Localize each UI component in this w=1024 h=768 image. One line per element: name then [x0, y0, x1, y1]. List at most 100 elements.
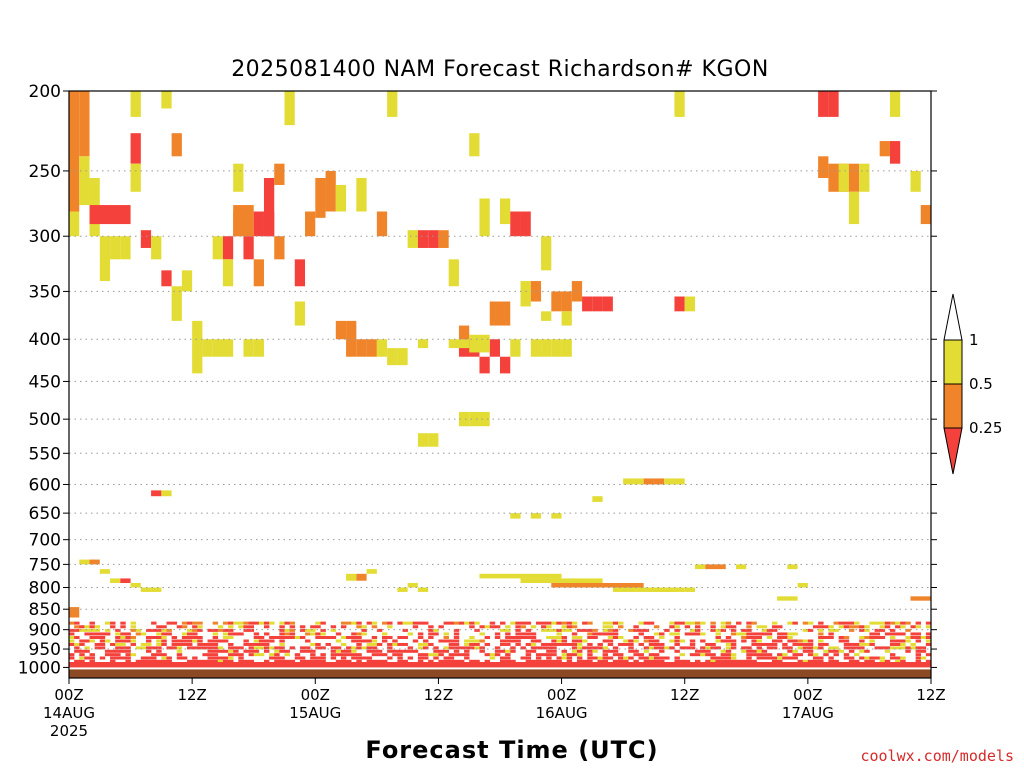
heatmap-cell [643, 646, 650, 650]
heatmap-cell [812, 646, 819, 650]
heatmap-cell [736, 621, 742, 625]
heatmap-cell [576, 642, 583, 646]
heatmap-cell [417, 646, 424, 650]
heatmap-cell [741, 628, 747, 632]
heatmap-cell [823, 625, 829, 629]
heatmap-cell [161, 632, 167, 636]
y-tick-label: 350 [29, 282, 61, 302]
heatmap-cell [679, 639, 686, 643]
heatmap-cell [120, 621, 126, 625]
heatmap-cell [356, 621, 362, 625]
heatmap-cell [602, 656, 609, 660]
heatmap-cell [561, 311, 572, 326]
heatmap-cell [151, 656, 157, 660]
heatmap-cell [895, 642, 901, 646]
heatmap-cell [187, 639, 193, 643]
heatmap-cell [582, 621, 588, 625]
heatmap-cell [217, 649, 224, 653]
heatmap-cell [751, 653, 757, 657]
heatmap-cell [464, 649, 470, 653]
heatmap-cell [771, 659, 778, 663]
heatmap-cell [351, 646, 357, 650]
heatmap-cell [576, 639, 583, 643]
heatmap-cell [330, 635, 337, 639]
heatmap-cell [130, 621, 137, 625]
heatmap-cell [217, 639, 224, 643]
heatmap-cell [669, 639, 675, 643]
heatmap-cell [392, 642, 398, 646]
heatmap-cell [187, 635, 193, 639]
heatmap-cell [104, 628, 111, 632]
heatmap-cell [869, 642, 875, 646]
heatmap-cell [874, 635, 880, 639]
heatmap-cell [505, 632, 511, 636]
heatmap-cell [248, 621, 255, 625]
heatmap-cell [151, 621, 157, 625]
heatmap-cell [417, 653, 424, 657]
heatmap-cell [659, 646, 665, 650]
heatmap-cell [207, 653, 213, 657]
heatmap-cell [320, 653, 326, 657]
heatmap-cell [792, 653, 798, 657]
heatmap-cell [125, 646, 131, 650]
heatmap-cell [222, 236, 234, 260]
heatmap-cell [310, 659, 316, 663]
heatmap-cell [551, 642, 557, 646]
heatmap-cell [782, 635, 788, 639]
heatmap-cell [156, 642, 162, 646]
heatmap-cell [130, 91, 141, 117]
heatmap-cell [207, 646, 213, 650]
heatmap-cell [458, 646, 465, 650]
heatmap-cell [89, 656, 95, 660]
credit-link[interactable]: coolwx.com/models [860, 747, 1014, 765]
heatmap-cell [376, 659, 383, 663]
heatmap-cell [833, 628, 839, 632]
heatmap-cell [777, 639, 783, 643]
heatmap-cell [135, 632, 142, 636]
heatmap-cell [689, 632, 696, 636]
heatmap-cell [659, 649, 665, 653]
heatmap-cell [125, 632, 131, 636]
heatmap-cell [433, 656, 439, 660]
heatmap-cell [777, 659, 783, 663]
heatmap-cell [207, 659, 213, 663]
heatmap-cell [423, 642, 429, 646]
heatmap-cell [376, 653, 383, 657]
heatmap-cell [674, 639, 680, 643]
heatmap-cell [766, 628, 773, 632]
heatmap-cell [412, 621, 419, 625]
heatmap-cell [889, 632, 896, 636]
heatmap-cell [387, 656, 393, 660]
heatmap-cell [217, 628, 224, 632]
heatmap-cell [710, 646, 716, 650]
heatmap-cell [192, 659, 198, 663]
heatmap-cell [145, 635, 152, 639]
heatmap-cell [884, 646, 891, 650]
heatmap-cell [428, 653, 434, 657]
heatmap-cell [576, 635, 583, 639]
heatmap-cell [500, 356, 511, 374]
heatmap-cell [889, 91, 901, 117]
heatmap-cell [387, 642, 393, 646]
heatmap-cell [381, 659, 388, 663]
heatmap-cell [700, 632, 706, 636]
heatmap-cell [253, 632, 260, 636]
heatmap-cell [859, 625, 865, 629]
heatmap-cell [258, 642, 265, 646]
heatmap-cell [243, 236, 254, 260]
heatmap-cell [212, 236, 223, 260]
heatmap-cell [423, 656, 429, 660]
heatmap-cell [402, 649, 408, 653]
heatmap-cell [730, 625, 737, 629]
heatmap-cell [869, 635, 875, 639]
heatmap-cell [874, 632, 880, 636]
heatmap-cell [392, 639, 398, 643]
heatmap-cell [330, 646, 337, 650]
heatmap-cell [900, 642, 906, 646]
heatmap-cell [335, 646, 342, 650]
heatmap-cell [582, 639, 588, 643]
heatmap-cell [787, 639, 793, 643]
heatmap-cell [802, 659, 809, 663]
heatmap-cell [623, 659, 629, 663]
heatmap-cell [546, 656, 552, 660]
